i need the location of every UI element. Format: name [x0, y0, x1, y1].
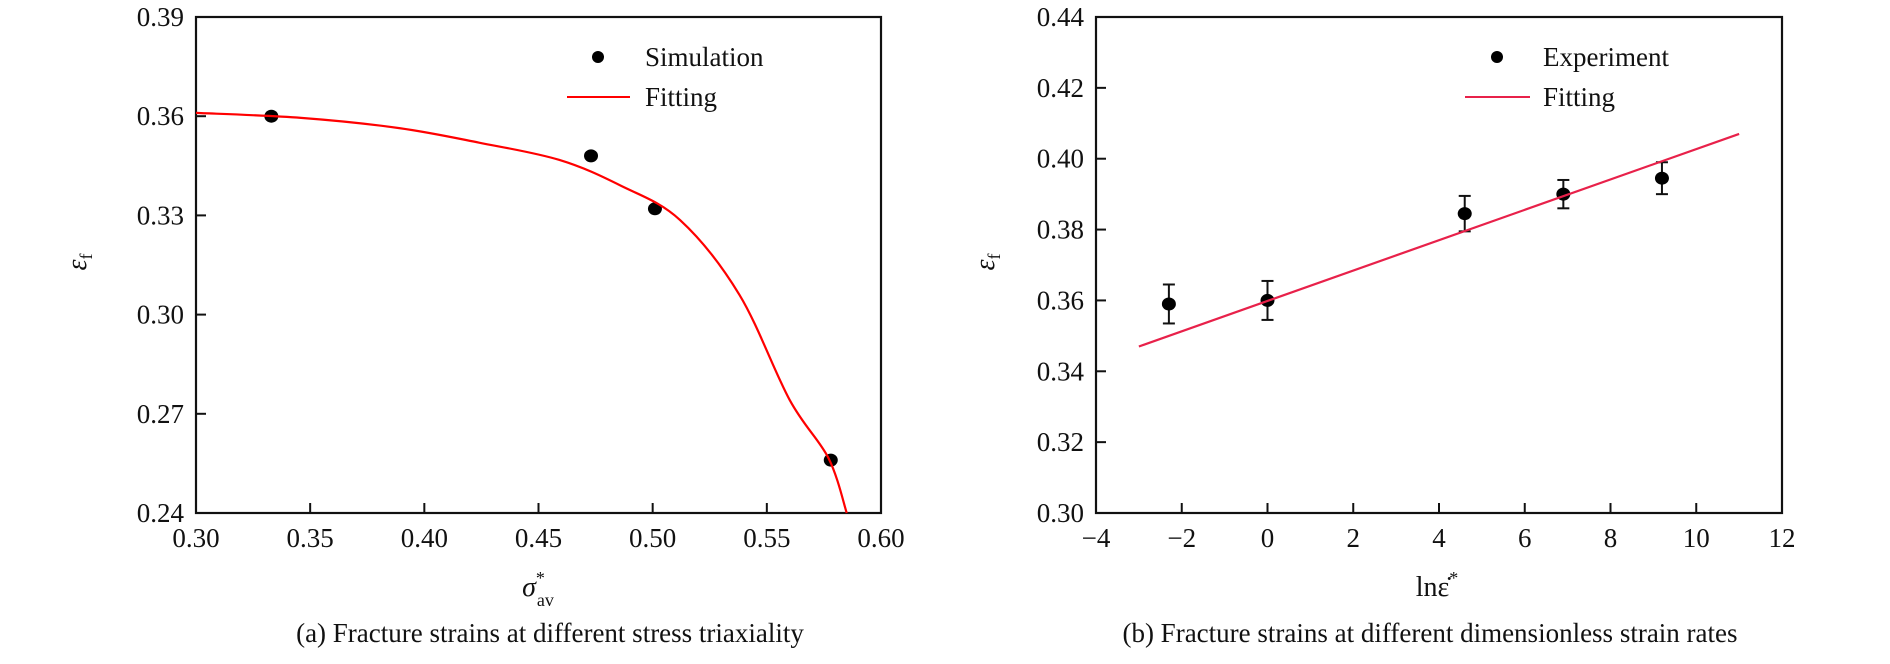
figure-caption: (b) Fracture strains at different dimens…: [1122, 618, 1737, 648]
plot-frame: [194, 15, 883, 515]
data-point: [1457, 207, 1472, 221]
x-tick-label: −4: [1082, 523, 1111, 553]
x-axis-label-symbol: σ: [522, 572, 537, 603]
y-axis-label-symbol: ε: [970, 259, 1001, 270]
data-point: [584, 149, 599, 163]
y-axis-label: εf: [970, 253, 1004, 270]
y-axis-label-subscript: f: [984, 253, 1004, 259]
y-tick-label: 0.30: [137, 300, 184, 330]
x-tick-label: 0.30: [172, 523, 219, 553]
legend-label: Experiment: [1543, 42, 1669, 72]
panel-a: 0.24 0.27 0.30 0.33 0.36 0.39 0.30 0.35 0.40 0.45…: [62, 2, 905, 648]
y-axis-label-symbol: ε: [62, 259, 93, 270]
y-tick-label: 0.33: [137, 200, 184, 230]
x-tick-label: 0.50: [629, 523, 676, 553]
x-tick-label: 8: [1604, 523, 1618, 553]
y-axis-label-subscript: f: [76, 253, 96, 259]
x-axis-label-subscript: av: [537, 590, 554, 610]
legend: Experiment Fitting: [1465, 42, 1669, 112]
y-tick-label: 0.30: [1037, 498, 1084, 528]
x-tick-label: 0.60: [857, 523, 904, 553]
y-tick-label: 0.27: [137, 399, 184, 429]
legend: Simulation Fitting: [567, 42, 764, 112]
data-point: [1654, 171, 1669, 185]
x-axis-label-superscript: *: [536, 568, 545, 588]
fitting-line: [195, 111, 848, 514]
x-tick-label: 0.45: [515, 523, 562, 553]
fitting-line: [1138, 132, 1740, 348]
y-tick-label: 0.40: [1037, 144, 1084, 174]
y-tick-label: 0.36: [137, 101, 184, 131]
y-tick-label: 0.44: [1037, 2, 1085, 32]
x-tick-label: 0.35: [287, 523, 334, 553]
y-tick-label: 0.42: [1037, 73, 1084, 103]
x-axis-label-superscript: *: [1449, 568, 1458, 588]
legend-marker-dot: [592, 51, 604, 63]
legend-label: Simulation: [645, 42, 764, 72]
x-axis-label-symbol: lnε̇: [1416, 572, 1452, 603]
x-tick-label: −2: [1167, 523, 1196, 553]
x-tick-label: 12: [1769, 523, 1796, 553]
x-tick-label: 10: [1683, 523, 1710, 553]
y-tick-label: 0.38: [1037, 215, 1084, 245]
data-point: [647, 202, 662, 216]
plot-frame: [1094, 15, 1784, 515]
y-tick-label: 0.32: [1037, 427, 1084, 457]
y-tick-label: 0.39: [137, 2, 184, 32]
y-axis-label: εf: [62, 253, 96, 270]
y-tick-label: 0.34: [1037, 356, 1085, 386]
x-axis-label: lnε̇*: [1416, 568, 1459, 603]
x-tick-label: 0.40: [401, 523, 448, 553]
data-point: [1161, 297, 1176, 311]
legend-label: Fitting: [1543, 82, 1615, 112]
figure-caption: (a) Fracture strains at different stress…: [296, 618, 804, 648]
y-tick-label: 0.24: [137, 498, 185, 528]
panel-b: 0.30 0.32 0.34 0.36 0.38 0.40 0.42 0.44 −4 −2 0 2 4 6…: [970, 2, 1796, 648]
legend-marker-dot: [1491, 51, 1503, 63]
x-tick-label: 4: [1432, 523, 1446, 553]
y-tick-label: 0.36: [1037, 285, 1084, 315]
x-tick-label: 6: [1518, 523, 1532, 553]
x-tick-label: 2: [1347, 523, 1361, 553]
x-axis-label: σ* av: [522, 568, 554, 610]
x-tick-label: 0.55: [743, 523, 790, 553]
x-tick-label: 0: [1261, 523, 1275, 553]
legend-label: Fitting: [645, 82, 717, 112]
